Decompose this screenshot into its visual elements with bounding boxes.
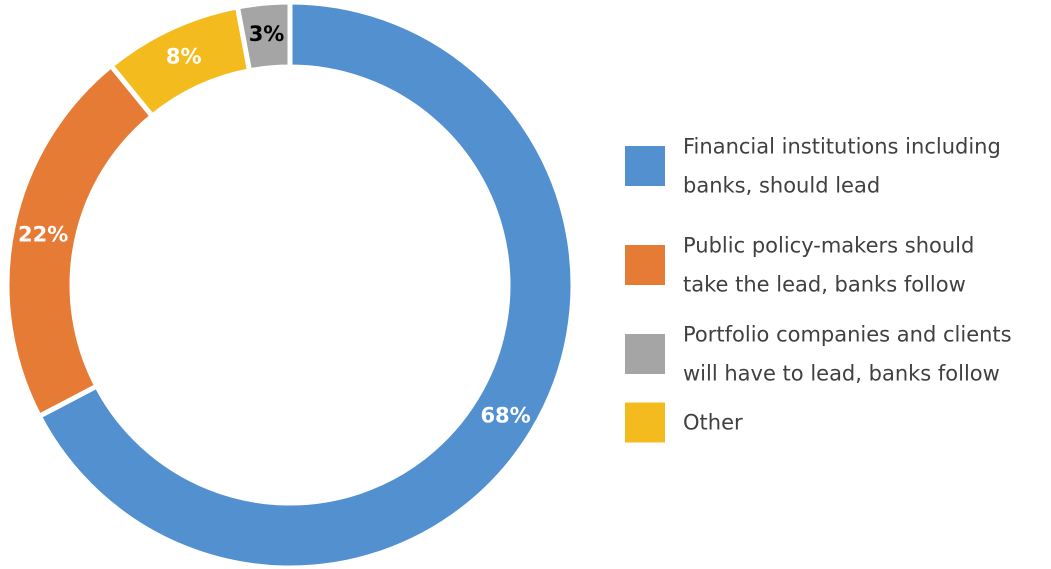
donut-slice-labels: 68% 22% 8% 3% <box>18 22 531 427</box>
legend-item: Portfolio companies and clients will have… <box>625 323 1012 386</box>
legend-item: Financial institutions including banks, s… <box>625 135 1001 198</box>
legend-label: will have to lead, banks follow <box>683 362 1000 386</box>
slice-label-financial-institutions-including-banks-should-lead: 68% <box>480 403 530 427</box>
legend-item: Public policy-makers should take the lead… <box>625 234 974 297</box>
donut-slices <box>4 0 576 569</box>
legend-swatch <box>625 146 665 186</box>
legend-swatch <box>625 334 665 374</box>
slice-label-portfolio-companies-and-clients-will-have-to-lead-banks-follow: 3% <box>249 22 285 46</box>
slice-portfolio-companies-and-clients-will-have-to-lead-banks-follow <box>234 0 293 74</box>
legend-label: take the lead, banks follow <box>683 273 966 297</box>
legend-label: Public policy-makers should <box>683 234 974 258</box>
legend: Financial institutions including banks, s… <box>625 135 1012 443</box>
legend-label: Portfolio companies and clients <box>683 323 1012 347</box>
slice-financial-institutions-including-banks-should-lead <box>35 0 576 569</box>
legend-label: banks, should lead <box>683 174 880 198</box>
slice-label-other: 8% <box>166 45 202 69</box>
legend-label: Financial institutions including <box>683 135 1001 159</box>
legend-swatch <box>625 402 665 443</box>
legend-label: Other <box>683 411 743 435</box>
legend-swatch <box>625 245 665 285</box>
legend-item: Other <box>625 402 743 443</box>
slice-label-public-policy-makers-should-take-the-lead-banks-follow: 22% <box>18 222 68 246</box>
